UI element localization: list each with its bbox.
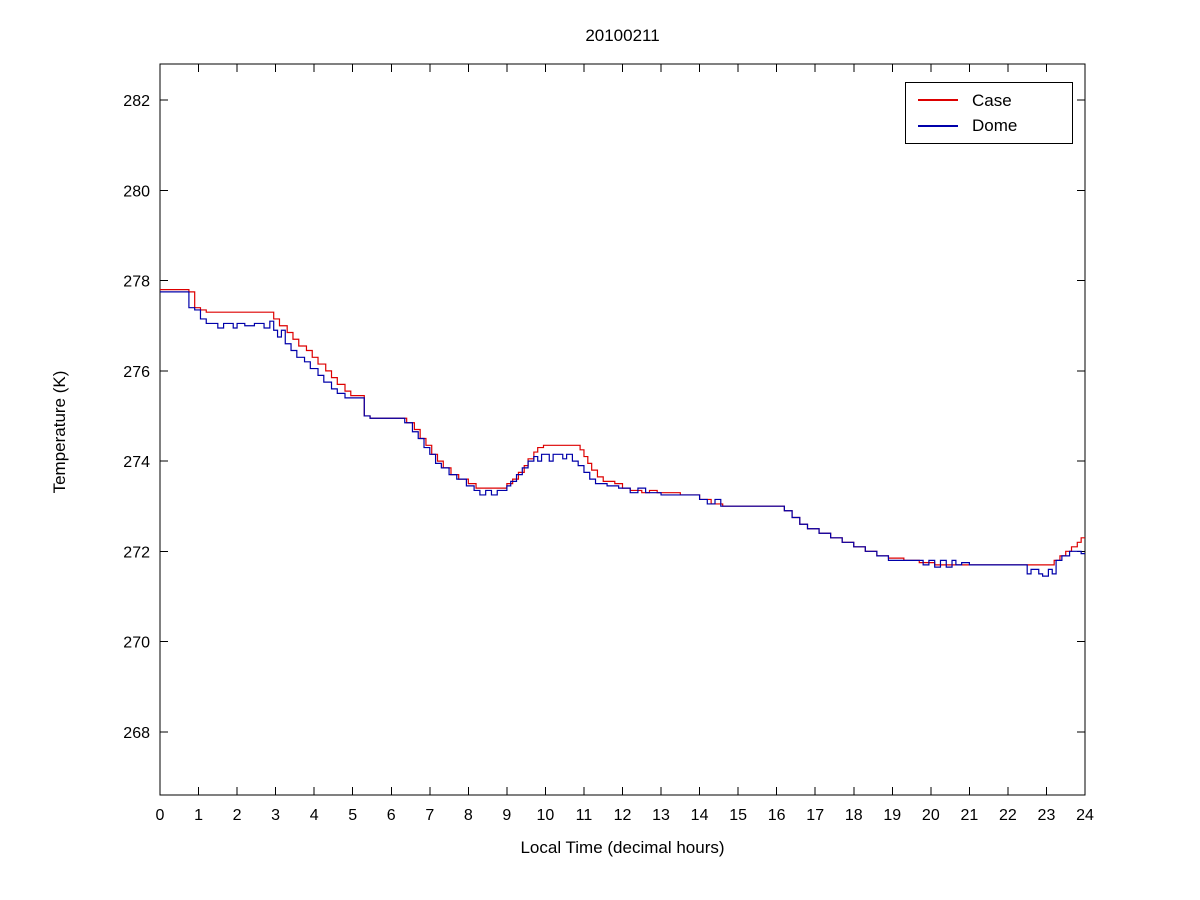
x-tick-label: 2	[233, 807, 242, 824]
x-tick-label: 22	[999, 807, 1017, 824]
y-tick-label: 280	[123, 183, 150, 200]
y-tick-label: 274	[123, 454, 150, 471]
x-tick-label: 14	[691, 807, 709, 824]
x-tick-label: 19	[883, 807, 901, 824]
legend-label-dome: Dome	[972, 116, 1018, 136]
x-tick-label: 23	[1038, 807, 1056, 824]
x-tick-label: 6	[387, 807, 396, 824]
x-tick-label: 11	[576, 807, 593, 824]
x-tick-label: 7	[425, 807, 434, 824]
y-tick-label: 270	[123, 635, 150, 652]
x-tick-label: 21	[960, 807, 978, 824]
dome-line-swatch	[918, 124, 958, 127]
x-tick-label: 3	[271, 807, 280, 824]
y-tick-label: 272	[123, 544, 150, 561]
y-tick-label: 276	[123, 364, 150, 381]
x-tick-label: 0	[156, 807, 165, 824]
case-line-swatch	[918, 99, 958, 102]
x-tick-label: 15	[729, 807, 747, 824]
y-tick-label: 268	[123, 725, 150, 742]
y-tick-label: 282	[123, 93, 150, 110]
legend-entry-dome: Dome	[906, 117, 1072, 134]
y-axis-label: Temperature (K)	[50, 370, 69, 494]
x-tick-label: 1	[194, 807, 203, 824]
legend-label-case: Case	[972, 90, 1012, 110]
x-tick-label: 9	[502, 807, 511, 824]
x-tick-label: 13	[652, 807, 670, 824]
series-line-case	[160, 289, 1085, 566]
x-tick-label: 18	[845, 807, 863, 824]
x-tick-label: 10	[537, 807, 555, 824]
series-line-dome	[160, 291, 1085, 577]
x-tick-label: 8	[464, 807, 473, 824]
x-tick-label: 17	[806, 807, 824, 824]
plot-box	[159, 63, 1086, 796]
x-axis-label: Local Time (decimal hours)	[520, 838, 725, 857]
y-tick-label: 278	[123, 274, 150, 291]
legend: Case Dome	[905, 82, 1073, 144]
x-tick-label: 16	[768, 807, 786, 824]
legend-entry-case: Case	[906, 92, 1072, 109]
x-tick-label: 5	[348, 807, 357, 824]
x-tick-label: 4	[310, 807, 319, 824]
x-tick-label: 12	[614, 807, 632, 824]
x-tick-label: 24	[1076, 807, 1094, 824]
x-tick-label: 20	[922, 807, 940, 824]
chart-title: 20100211	[585, 26, 660, 45]
